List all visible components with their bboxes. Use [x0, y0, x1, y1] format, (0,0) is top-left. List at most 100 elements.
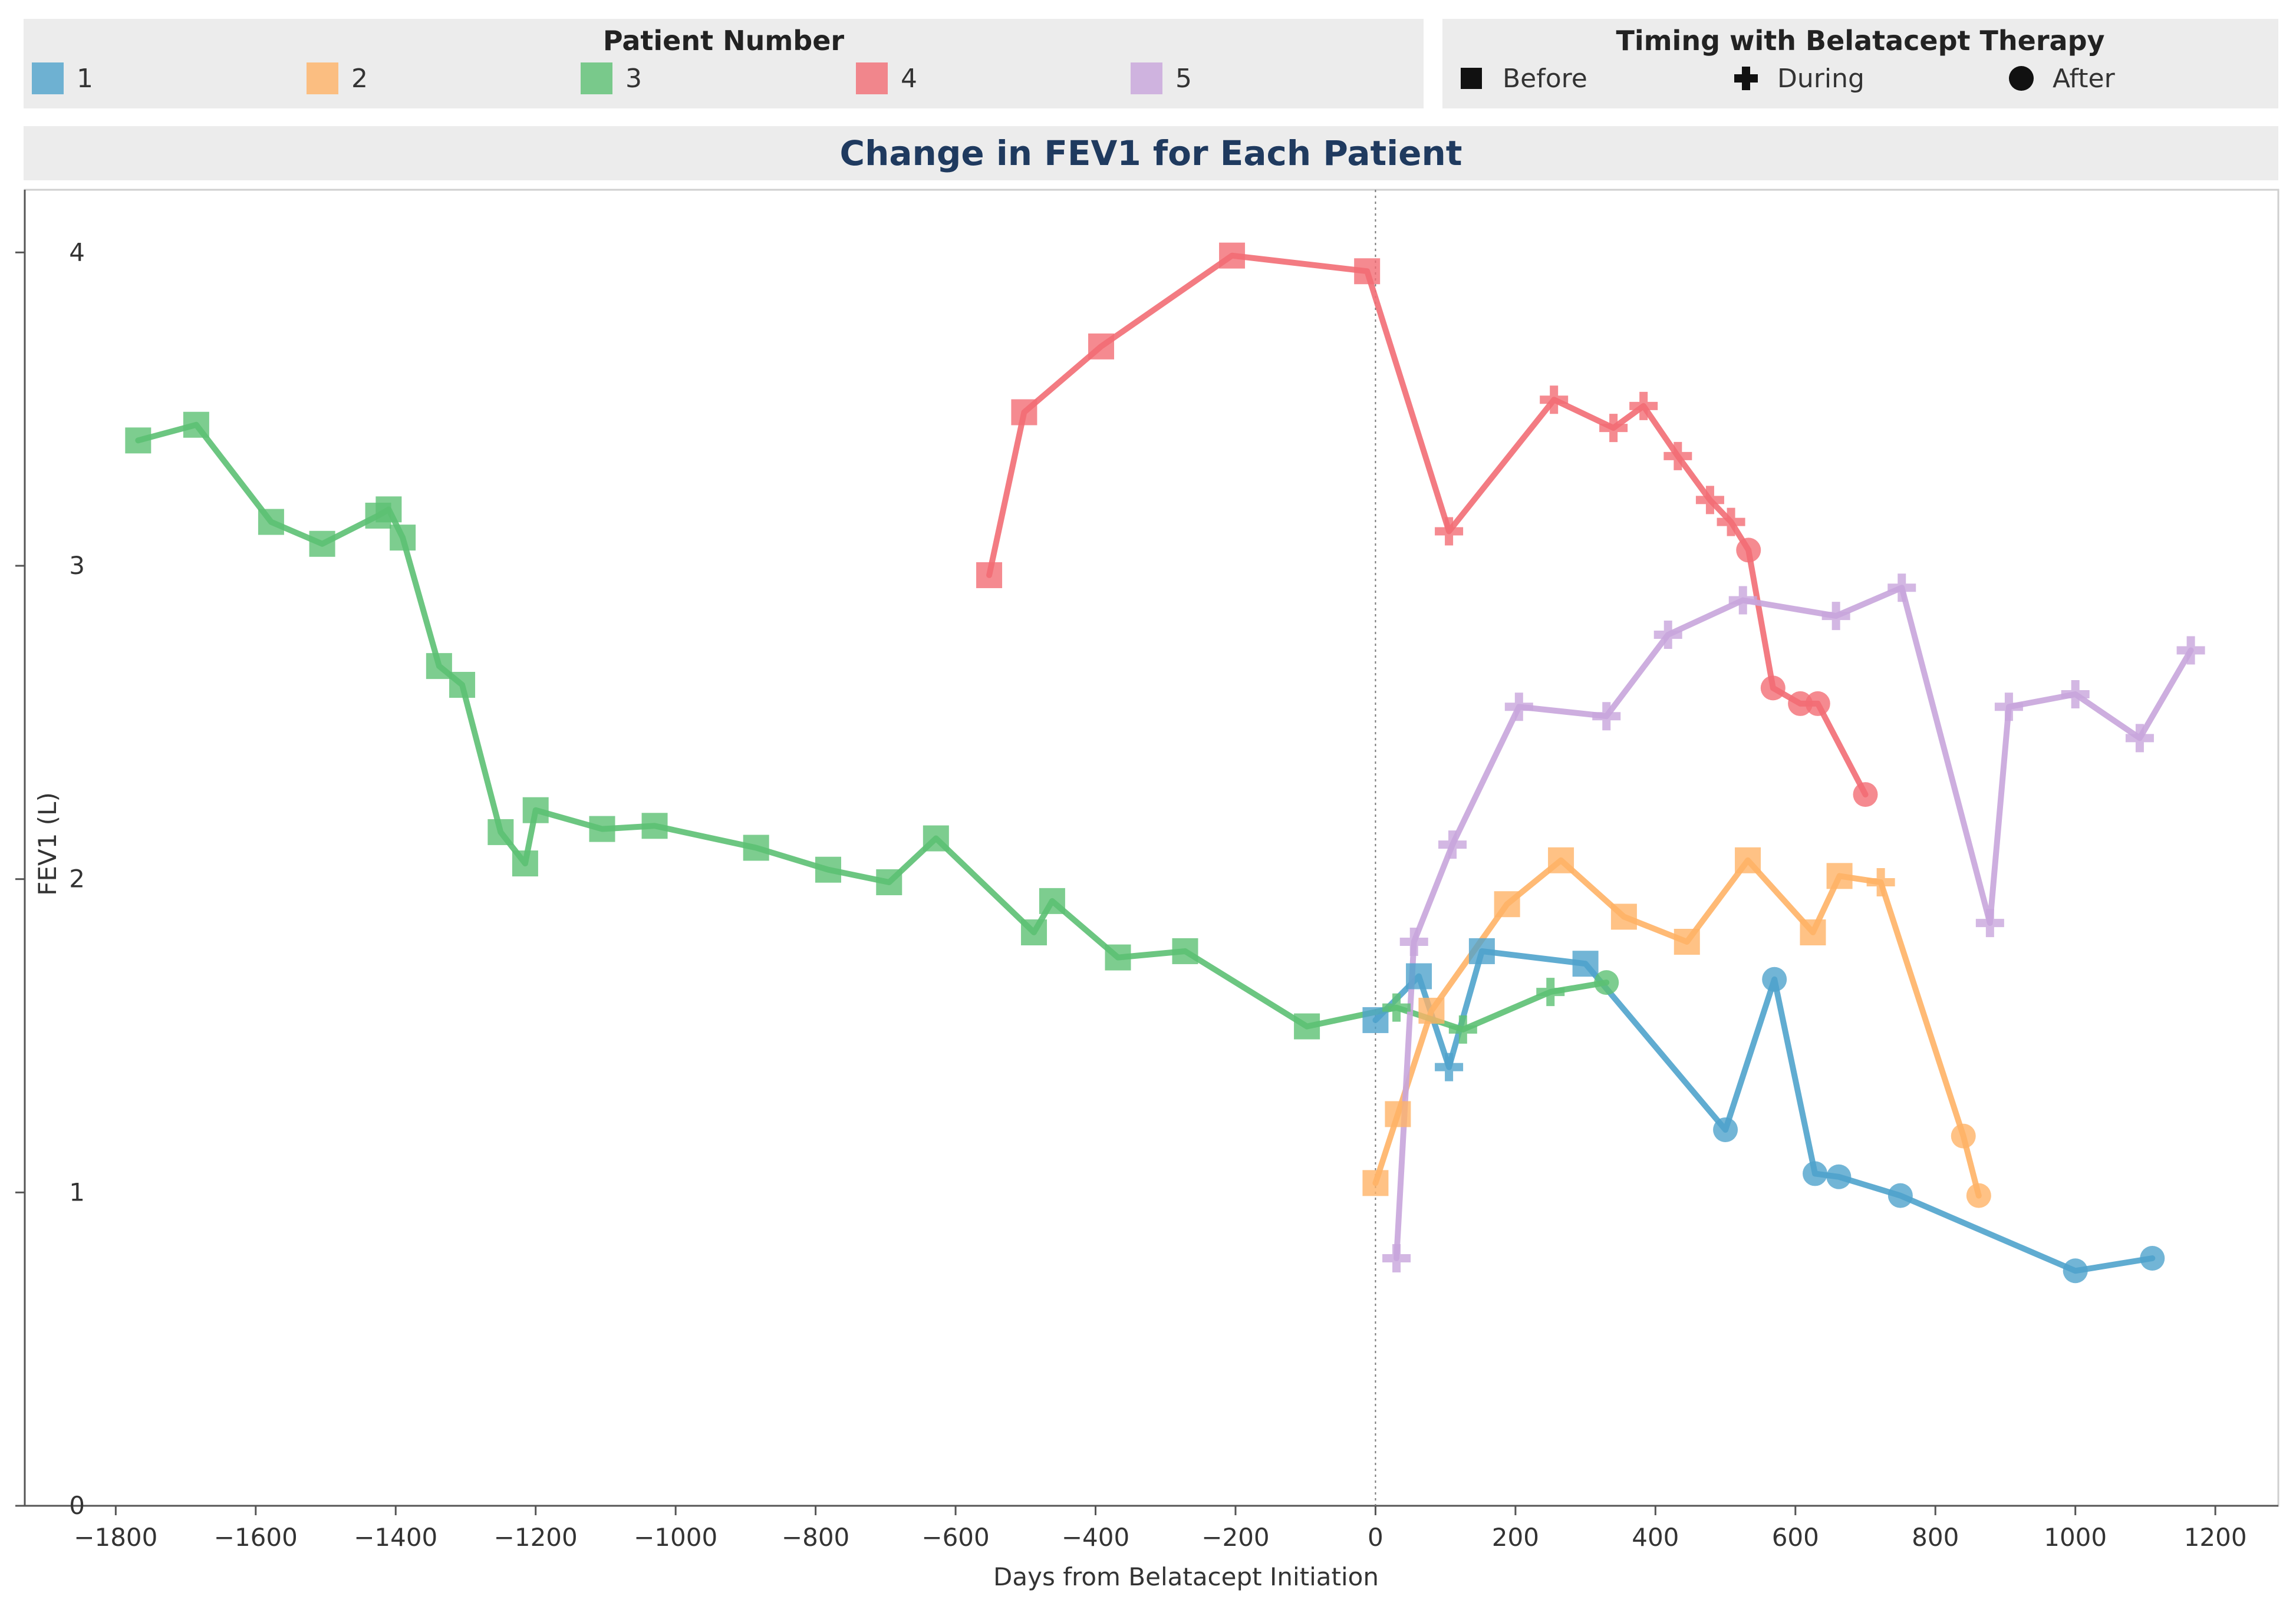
x-axis-label: Days from Belatacept Initiation [993, 1562, 1379, 1591]
data-point-before-patient-3[interactable] [309, 530, 335, 557]
data-point-during-patient-4[interactable] [1663, 441, 1692, 470]
data-point-before-patient-3[interactable] [390, 525, 416, 551]
data-point-before-patient-4[interactable] [1011, 399, 1037, 426]
data-point-before-patient-4[interactable] [1219, 242, 1246, 269]
data-point-before-patient-2[interactable] [1610, 903, 1637, 930]
data-point-before-patient-3[interactable] [522, 797, 549, 823]
data-point-during-patient-3[interactable] [1536, 978, 1565, 1007]
legend-item-before[interactable]: Before [1455, 60, 1587, 97]
x-tick-label: 1200 [2184, 1523, 2247, 1552]
legend-item-patient-3[interactable]: 3 [581, 60, 642, 97]
legend-item-patient-1[interactable]: 1 [32, 60, 93, 97]
legend-item-patient-4[interactable]: 4 [856, 60, 917, 97]
data-point-before-patient-2[interactable] [1494, 891, 1520, 918]
data-point-during-patient-5[interactable] [1975, 909, 2004, 938]
data-point-before-patient-4[interactable] [1088, 333, 1115, 360]
data-point-before-patient-3[interactable] [487, 819, 514, 845]
data-point-before-patient-1[interactable] [1572, 951, 1599, 977]
data-point-during-patient-5[interactable] [1504, 692, 1533, 721]
data-point-during-patient-3[interactable] [1448, 1015, 1477, 1044]
data-point-before-patient-3[interactable] [512, 850, 538, 877]
data-point-after-patient-1[interactable] [1762, 967, 1787, 992]
data-point-before-patient-3[interactable] [1172, 938, 1198, 964]
data-point-before-patient-1[interactable] [1468, 938, 1495, 964]
data-point-before-patient-3[interactable] [1021, 919, 1047, 946]
data-point-before-patient-2[interactable] [1418, 997, 1445, 1024]
plot-frame [24, 189, 2279, 1507]
data-point-during-patient-4[interactable] [1599, 414, 1628, 443]
data-point-after-patient-2[interactable] [1966, 1183, 1991, 1208]
data-point-during-patient-5[interactable] [2061, 680, 2090, 708]
data-point-after-patient-1[interactable] [2140, 1245, 2165, 1271]
data-point-during-patient-5[interactable] [1438, 830, 1467, 859]
data-point-before-patient-4[interactable] [1354, 258, 1381, 285]
legend-label: 2 [351, 63, 368, 94]
data-point-during-patient-4[interactable] [1435, 517, 1464, 546]
data-point-before-patient-2[interactable] [1548, 847, 1574, 873]
data-point-during-patient-5[interactable] [1887, 573, 1916, 602]
data-point-after-patient-4[interactable] [1736, 537, 1761, 563]
legend-item-patient-5[interactable]: 5 [1131, 60, 1192, 97]
data-point-after-patient-4[interactable] [1760, 675, 1786, 701]
data-point-before-patient-3[interactable] [1039, 888, 1065, 914]
data-point-during-patient-5[interactable] [2176, 636, 2205, 665]
data-point-before-patient-2[interactable] [1385, 1101, 1411, 1127]
data-point-after-patient-1[interactable] [1826, 1164, 1852, 1189]
data-point-after-patient-4[interactable] [1805, 691, 1830, 716]
data-point-after-patient-4[interactable] [1853, 782, 1878, 807]
data-point-before-patient-3[interactable] [743, 835, 769, 861]
plus-icon [1734, 67, 1758, 90]
data-point-during-patient-5[interactable] [1821, 602, 1850, 631]
data-point-during-patient-5[interactable] [1592, 702, 1621, 731]
legend-item-patient-2[interactable]: 2 [307, 60, 368, 97]
data-point-during-patient-4[interactable] [1695, 486, 1724, 515]
data-point-before-patient-1[interactable] [1406, 963, 1432, 990]
patient-legend: Patient Number 1 2 3 4 5 [24, 19, 1424, 108]
data-point-before-patient-3[interactable] [125, 427, 151, 454]
data-point-before-patient-3[interactable] [815, 856, 841, 883]
data-point-before-patient-3[interactable] [183, 411, 209, 438]
data-point-during-patient-5[interactable] [1399, 928, 1428, 956]
x-tick-label: 800 [1912, 1523, 1959, 1552]
data-point-after-patient-1[interactable] [1713, 1117, 1738, 1142]
data-point-before-patient-3[interactable] [641, 813, 668, 839]
data-point-during-patient-5[interactable] [1728, 586, 1757, 615]
data-point-before-patient-3[interactable] [876, 869, 902, 895]
data-point-after-patient-4[interactable] [1788, 691, 1813, 716]
x-tick-label: −400 [1062, 1523, 1129, 1552]
data-point-during-patient-4[interactable] [1717, 507, 1745, 536]
legend-label: 1 [77, 63, 93, 94]
data-point-before-patient-3[interactable] [426, 653, 452, 680]
data-point-after-patient-1[interactable] [2063, 1258, 2088, 1284]
data-point-during-patient-5[interactable] [1653, 620, 1682, 649]
data-point-during-patient-5[interactable] [1994, 692, 2023, 721]
legend-item-after[interactable]: After [2005, 60, 2115, 97]
x-tick-label: −800 [782, 1523, 849, 1552]
data-point-during-patient-3[interactable] [1382, 993, 1411, 1022]
data-point-during-patient-5[interactable] [1382, 1244, 1411, 1272]
data-point-before-patient-2[interactable] [1735, 847, 1761, 873]
data-point-before-patient-2[interactable] [1800, 919, 1826, 946]
legend-label: Before [1503, 63, 1587, 94]
data-point-before-patient-3[interactable] [589, 816, 615, 842]
data-point-after-patient-3[interactable] [1594, 970, 1619, 995]
data-point-before-patient-3[interactable] [1105, 944, 1131, 971]
data-point-before-patient-2[interactable] [1826, 863, 1853, 889]
data-point-before-patient-3[interactable] [449, 672, 476, 698]
data-point-before-patient-4[interactable] [976, 562, 1003, 588]
data-point-before-patient-3[interactable] [1294, 1013, 1320, 1040]
data-point-during-patient-2[interactable] [1866, 868, 1895, 896]
data-point-before-patient-3[interactable] [923, 825, 949, 852]
data-point-after-patient-1[interactable] [1887, 1183, 1913, 1208]
data-point-after-patient-1[interactable] [1803, 1161, 1828, 1186]
data-point-during-patient-4[interactable] [1540, 385, 1569, 414]
data-point-during-patient-1[interactable] [1435, 1053, 1464, 1081]
data-point-before-patient-3[interactable] [375, 496, 402, 523]
data-point-after-patient-2[interactable] [1951, 1123, 1976, 1149]
data-point-before-patient-3[interactable] [258, 509, 284, 535]
legend-item-during[interactable]: During [1730, 60, 1865, 97]
data-point-before-patient-2[interactable] [1674, 929, 1700, 955]
data-point-before-patient-2[interactable] [1362, 1170, 1389, 1196]
data-point-during-patient-4[interactable] [1629, 391, 1658, 420]
data-point-during-patient-5[interactable] [2125, 724, 2154, 753]
